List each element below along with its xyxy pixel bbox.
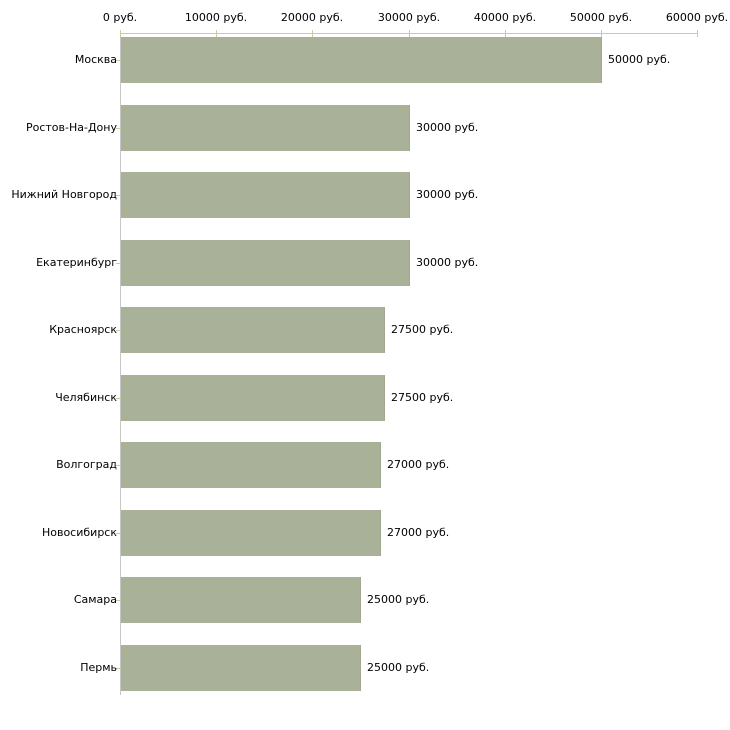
value-label: 50000 руб. [608,53,671,66]
value-label: 27500 руб. [391,323,454,336]
x-axis-tick [601,30,602,37]
x-axis-tick [216,30,217,37]
value-label: 30000 руб. [416,121,479,134]
category-tick [116,533,120,534]
category-label: Пермь [80,661,117,674]
x-axis-tick-label: 20000 руб. [280,11,344,24]
x-axis-tick-label: 60000 руб. [665,11,729,24]
category-label: Нижний Новгород [11,188,117,201]
category-label: Красноярск [49,323,117,336]
x-axis-tick [697,30,698,37]
value-label: 27000 руб. [387,458,450,471]
x-axis-tick-label: 50000 руб. [569,11,633,24]
bar [121,375,385,421]
category-label: Ростов-На-Дону [25,121,117,134]
x-axis-tick-label: 10000 руб. [184,11,248,24]
bar [121,645,361,691]
bar [121,172,410,218]
category-tick [116,668,120,669]
bar [121,442,381,488]
x-axis-tick [409,30,410,37]
category-tick [116,465,120,466]
value-label: 30000 руб. [416,188,479,201]
category-tick [116,128,120,129]
bar [121,240,410,286]
category-tick [116,263,120,264]
category-label: Челябинск [55,391,117,404]
x-axis-tick [505,30,506,37]
category-tick [116,600,120,601]
y-axis-line [120,33,121,695]
x-axis-tick-label: 40000 руб. [473,11,537,24]
category-label: Самара [73,593,117,606]
category-label: Москва [74,53,117,66]
value-label: 25000 руб. [367,661,430,674]
category-tick [116,398,120,399]
value-label: 27500 руб. [391,391,454,404]
category-tick [116,60,120,61]
category-tick [116,330,120,331]
value-label: 25000 руб. [367,593,430,606]
x-axis-tick [312,30,313,37]
bar [121,510,381,556]
value-label: 27000 руб. [387,526,450,539]
x-axis-tick-label: 30000 руб. [377,11,441,24]
category-label: Екатеринбург [36,256,117,269]
bar [121,105,410,151]
bar [121,307,385,353]
category-label: Новосибирск [41,526,117,539]
bar [121,37,602,83]
x-axis-tick [120,30,121,37]
category-tick [116,195,120,196]
value-label: 30000 руб. [416,256,479,269]
category-label: Волгоград [56,458,117,471]
x-axis-tick-label: 0 руб. [102,11,138,24]
bar [121,577,361,623]
